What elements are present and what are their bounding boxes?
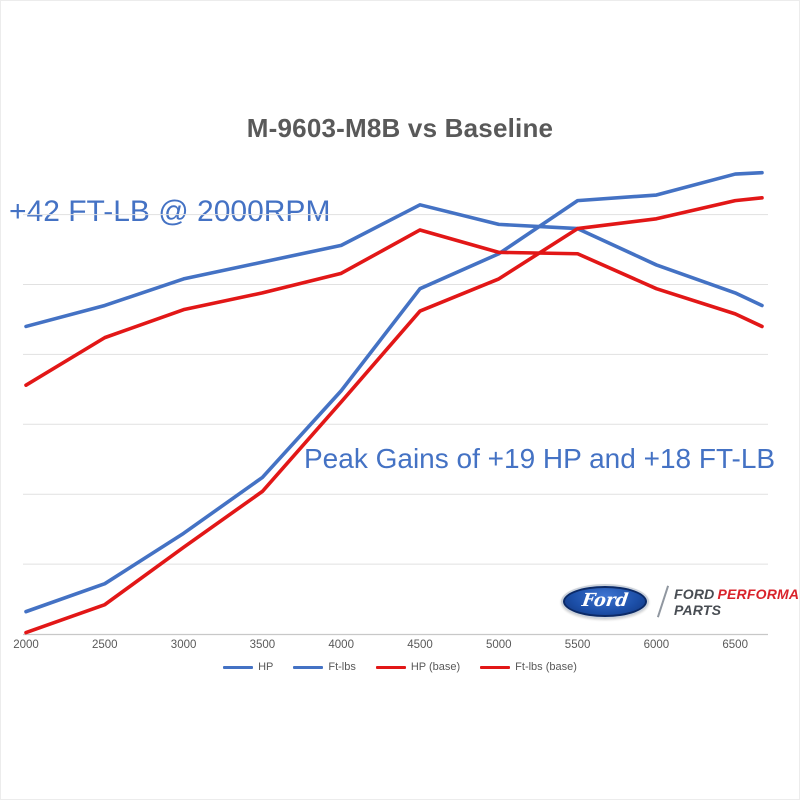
chart-legend: HP Ft-lbs HP (base) Ft-lbs (base) [1,661,799,673]
ford-script-text: Ford [580,590,630,611]
x-tick-label: 5000 [486,639,512,651]
x-tick-label: 6500 [722,639,748,651]
brand-ford-label: FORD [674,586,715,603]
ford-oval-icon: Ford [561,584,649,619]
x-tick-label: 2500 [92,639,118,651]
legend-swatch [375,665,406,669]
x-tick-label: 4500 [407,639,433,651]
legend-swatch [480,665,511,669]
brand-line-top: FORD PERFORMANCE [674,586,800,603]
series-line-hp-base- [24,196,764,635]
annotation-peak-gains: Peak Gains of +19 HP and +18 FT-LB [304,443,776,474]
legend-item-ft-lbs-base-: Ft-lbs (base) [480,661,577,673]
ford-performance-logo: Ford FORD PERFORMANCE PARTS [561,584,800,619]
series-line-ft-lbs-base- [24,228,764,387]
legend-item-hp: HP [223,661,273,673]
series-line-hp [24,170,764,614]
x-tick-label: 5500 [564,639,591,651]
legend-item-hp-base-: HP (base) [375,661,461,673]
legend-label: Ft-lbs (base) [515,661,577,673]
legend-swatch [223,665,254,669]
chart-title: M-9603-M8B vs Baseline [246,113,554,143]
series-line-ft-lbs [24,203,764,329]
brand-text: FORD PERFORMANCE PARTS [674,586,800,618]
annotation-torque-gain: +42 FT-LB @ 2000RPM [9,195,331,228]
legend-label: HP [258,661,274,673]
x-tick-label: 4000 [328,639,354,651]
brand-parts-label: PARTS [674,601,722,618]
legend-label: Ft-lbs [328,661,356,673]
logo-divider-slash [656,585,670,618]
legend-swatch [293,665,324,669]
x-tick-label: 3500 [249,639,276,651]
legend-item-ft-lbs: Ft-lbs [293,661,356,673]
x-tick-label: 6000 [643,639,670,651]
legend-label: HP (base) [410,661,461,673]
x-tick-label: 2000 [13,639,39,651]
x-tick-label: 3000 [170,639,197,651]
brand-performance-label: PERFORMANCE [717,586,800,603]
